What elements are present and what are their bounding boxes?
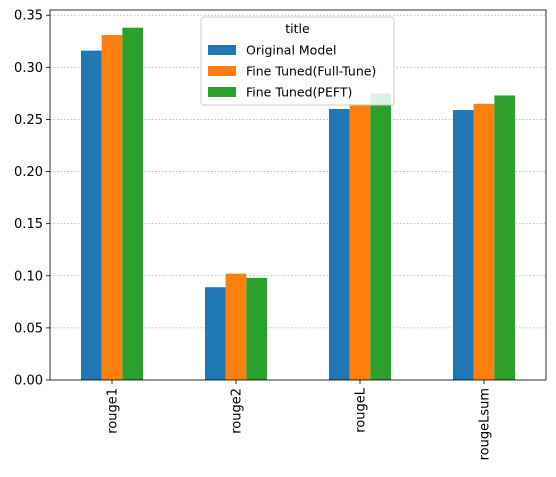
y-tick-label: 0.20 xyxy=(14,165,43,180)
legend-box xyxy=(200,16,395,106)
legend: title Original Model Fine Tuned(Full-Tune)… xyxy=(200,16,395,106)
x-tick-label: rouge2 xyxy=(230,388,245,434)
plot-frame xyxy=(49,9,547,381)
legend-label-0: Original Model xyxy=(246,43,336,58)
legend-swatch-2 xyxy=(208,87,236,97)
legend-title: title xyxy=(285,21,310,36)
bar-rougeLsum-series-1 xyxy=(473,103,495,380)
bar-rougeLsum-series-2 xyxy=(494,95,516,381)
bar-rougeLsum-series-0 xyxy=(452,110,474,380)
y-tick-label: 0.10 xyxy=(14,269,43,284)
bar-rouge1-series-1 xyxy=(101,35,123,380)
y-tick-label: 0.30 xyxy=(14,61,43,76)
legend-swatch-1 xyxy=(208,66,236,76)
bar-rougeL-series-0 xyxy=(328,109,350,380)
legend-label-1: Fine Tuned(Full-Tune) xyxy=(246,64,376,79)
axes: 0.00 0.05 0.10 0.15 0.20 0.25 0.30 0.35 rouge1 ro… xyxy=(14,9,547,460)
bar-rouge1-series-0 xyxy=(80,50,102,380)
x-tick-label: rouge1 xyxy=(106,388,121,434)
bars xyxy=(80,27,516,381)
bar-rouge2-series-2 xyxy=(246,277,268,380)
y-tick-label: 0.15 xyxy=(14,217,43,232)
legend-swatch-0 xyxy=(208,45,236,55)
bar-rouge1-series-2 xyxy=(122,27,144,380)
bar-rougeL-series-2 xyxy=(370,93,392,380)
bar-rougeL-series-1 xyxy=(349,103,371,380)
y-tick-label: 0.25 xyxy=(14,113,43,128)
y-tick-label: 0.00 xyxy=(14,374,43,389)
bar-rouge2-series-0 xyxy=(204,287,226,380)
x-tick-label: rougeL xyxy=(354,387,369,433)
x-tick-label: rougeLsum xyxy=(478,388,493,460)
legend-label-2: Fine Tuned(PEFT) xyxy=(246,85,352,100)
y-tick-label: 0.35 xyxy=(14,9,43,24)
y-tick-label: 0.05 xyxy=(14,321,43,336)
bar-rouge2-series-1 xyxy=(225,273,247,380)
